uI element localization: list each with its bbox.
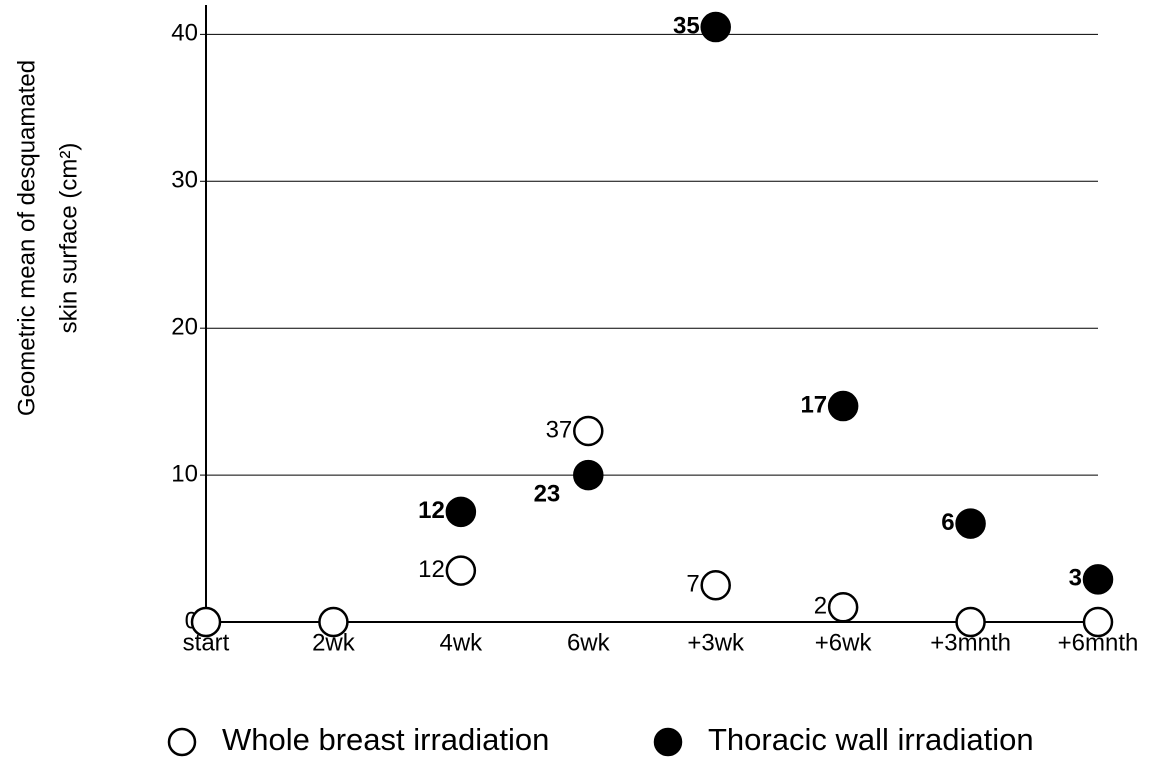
x-tick-label: +3wk <box>687 629 745 656</box>
y-tick-label: 30 <box>171 167 198 194</box>
x-tick-label: 6wk <box>567 629 611 656</box>
legend-marker <box>653 727 683 757</box>
point <box>318 606 349 638</box>
sample-size-label: 3 <box>1069 565 1082 592</box>
point <box>700 11 731 43</box>
y-tick-label: 40 <box>171 20 198 47</box>
sample-size-label: 23 <box>534 480 561 507</box>
point <box>955 508 986 539</box>
sample-size-label: 17 <box>800 391 827 418</box>
y-axis-label: Geometric mean of desquamated <box>13 60 40 416</box>
sample-size-label: 37 <box>546 416 573 443</box>
point <box>955 606 986 638</box>
sample-size-label: 12 <box>418 497 445 524</box>
x-tick-label: 4wk <box>440 629 484 656</box>
point <box>827 592 859 623</box>
y-axis-label: skin surface (cm²) <box>55 143 82 334</box>
x-tick-label: +6wk <box>815 629 873 656</box>
point <box>445 496 477 528</box>
point <box>190 606 222 638</box>
point <box>445 555 477 586</box>
sample-size-label: 6 <box>941 509 954 536</box>
point <box>827 390 859 422</box>
legend-label: Whole breast irradiation <box>222 722 549 757</box>
sample-size-label: 12 <box>418 556 445 583</box>
sample-size-label: 35 <box>673 12 700 39</box>
point <box>1082 564 1114 595</box>
y-tick-label: 20 <box>171 314 198 341</box>
legend-label: Thoracic wall irradiation <box>708 722 1034 757</box>
point <box>700 570 731 601</box>
y-tick-label: 10 <box>171 460 198 487</box>
sample-size-label: 7 <box>686 571 699 598</box>
point <box>573 415 604 447</box>
point <box>1082 606 1114 638</box>
sample-size-label: 2 <box>814 593 827 620</box>
point <box>573 459 604 491</box>
legend-marker <box>167 727 197 757</box>
